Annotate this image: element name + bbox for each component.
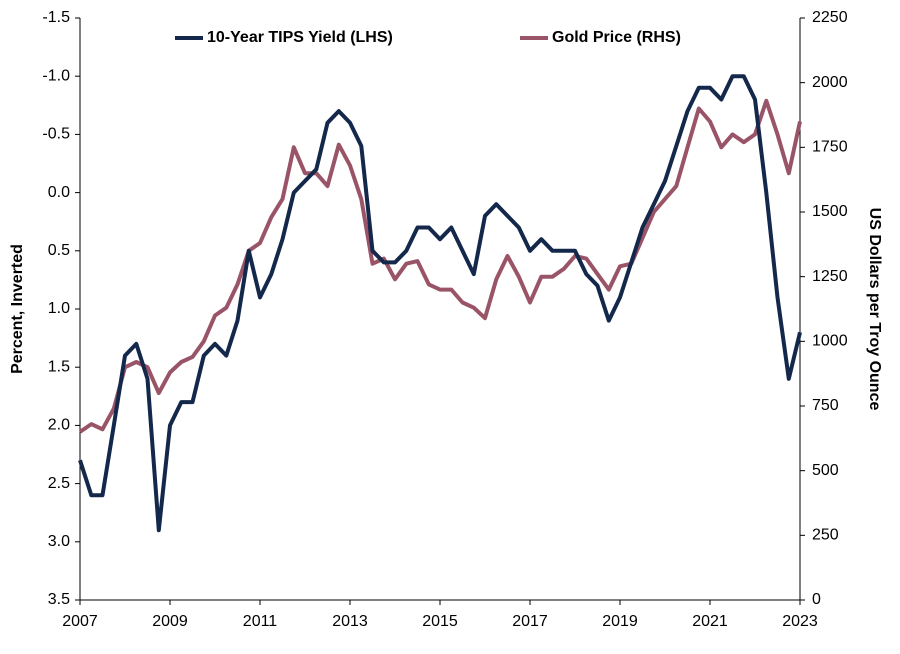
y2-tick-label: 0 (812, 591, 821, 608)
y2-tick-label: 250 (812, 527, 839, 544)
y2-tick-label: 1750 (812, 139, 848, 156)
legend-label: 10-Year TIPS Yield (LHS) (207, 29, 393, 46)
y2-tick-label: 1000 (812, 333, 848, 350)
y-tick-label: 1.0 (48, 300, 70, 317)
y2-tick-label: 500 (812, 462, 839, 479)
series-line (78, 74, 802, 533)
x-tick-label: 2017 (512, 613, 548, 630)
x-tick-label: 2019 (602, 613, 638, 630)
y2-tick-label: 1250 (812, 268, 848, 285)
y-tick-label: 1.5 (48, 358, 70, 375)
y-tick-label: 3.0 (48, 533, 70, 550)
x-tick-label: 2013 (332, 613, 368, 630)
x-tick-label: 2015 (422, 613, 458, 630)
y-tick-label: -1.5 (42, 9, 70, 26)
x-tick-label: 2011 (243, 613, 278, 630)
y-tick-label: 0.5 (48, 242, 70, 259)
x-tick-label: 2007 (62, 613, 98, 630)
series-line (78, 98, 802, 434)
y-tick-label: 3.5 (48, 591, 70, 608)
y-axis-title: Percent, Inverted (9, 244, 26, 374)
y-tick-label: 2.5 (48, 475, 70, 492)
y-tick-label: 2.0 (48, 417, 70, 434)
y2-tick-label: 750 (812, 397, 839, 414)
y2-axis-title: US Dollars per Troy Ounce (866, 208, 883, 411)
x-tick-label: 2023 (782, 613, 818, 630)
y2-tick-label: 2250 (812, 9, 848, 26)
y-tick-label: 0.0 (48, 184, 70, 201)
x-tick-label: 2009 (152, 613, 188, 630)
y2-tick-label: 1500 (812, 203, 848, 220)
y-tick-label: -1.0 (42, 67, 70, 84)
y-tick-label: -0.5 (42, 126, 70, 143)
y2-tick-label: 2000 (812, 74, 848, 91)
legend-label: Gold Price (RHS) (552, 29, 681, 46)
x-tick-label: 2021 (692, 613, 728, 630)
